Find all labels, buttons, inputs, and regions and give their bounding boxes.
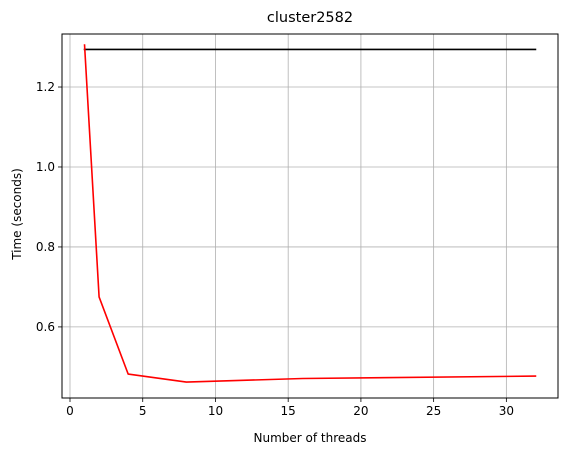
y-axis-label: Time (seconds) (10, 168, 24, 261)
x-tick-label: 5 (139, 404, 147, 418)
x-axis-label: Number of threads (254, 431, 367, 445)
x-tick-label: 15 (281, 404, 296, 418)
series-line-2 (83, 44, 537, 383)
grid (62, 34, 558, 398)
x-tick-label: 30 (499, 404, 514, 418)
x-axis-ticks: 0 5 10 15 20 25 30 (66, 398, 514, 418)
y-tick-label: 0.6 (36, 320, 55, 334)
x-tick-label: 0 (66, 404, 74, 418)
x-tick-label: 25 (426, 404, 441, 418)
y-axis-ticks: 0.6 0.8 1.0 1.2 (36, 80, 62, 334)
y-tick-label: 1.2 (36, 80, 55, 94)
plot-series (83, 44, 537, 383)
plot-frame (61, 33, 559, 399)
y-tick-label: 0.8 (36, 240, 55, 254)
chart-title: cluster2582 (267, 10, 353, 26)
y-tick-label: 1.0 (36, 160, 55, 174)
x-tick-label: 20 (353, 404, 368, 418)
x-tick-label: 10 (208, 404, 223, 418)
